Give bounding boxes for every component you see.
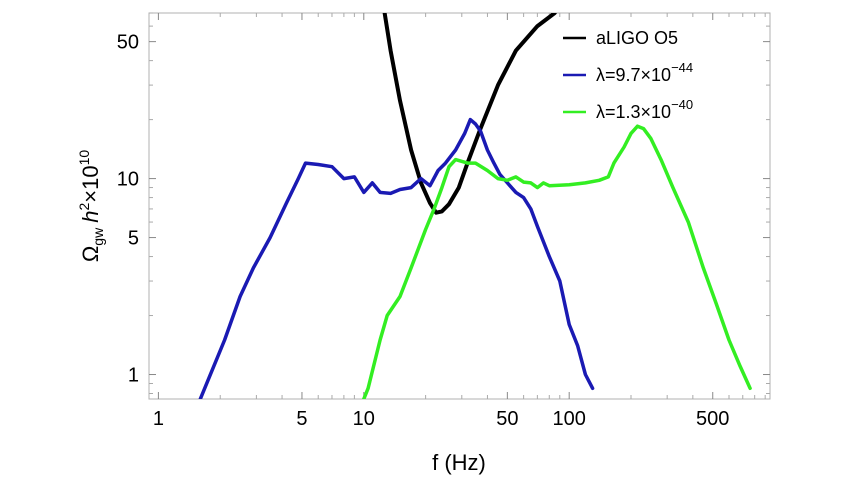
- y-axis-omega-sub: gw: [90, 227, 106, 246]
- y-tick-label: 5: [128, 228, 139, 250]
- legend-label-lambda-1: λ=9.7×10−44: [596, 60, 693, 85]
- legend-lambda-1-prefix: λ=9.7×10: [596, 65, 671, 85]
- x-tick-label: 1: [153, 408, 164, 430]
- legend: aLIGO O5 λ=9.7×10−44 λ=1.3×10−40: [563, 28, 693, 122]
- x-tick-label: 500: [696, 408, 729, 430]
- y-axis-title: Ωgw h2×1010: [76, 150, 106, 263]
- y-axis-h: h: [78, 211, 103, 223]
- y-tick-label: 10: [117, 169, 139, 191]
- plot-frame: [148, 12, 771, 400]
- y-axis-omega: Ω: [78, 246, 103, 262]
- legend-label-aligo: aLIGO O5: [596, 28, 678, 48]
- y-axis-h-sup: 2: [76, 203, 92, 211]
- series-line-2: [362, 124, 752, 399]
- x-tick-label: 5: [296, 408, 307, 430]
- legend-lambda-2-prefix: λ=1.3×10: [596, 102, 671, 122]
- y-tick-label: 50: [117, 32, 139, 54]
- legend-lambda-2-exp: −40: [671, 97, 693, 112]
- axis-ticks: 1 5 10 50 100 500 1 5 10 50: [117, 12, 770, 430]
- x-axis-title: f (Hz): [432, 450, 486, 475]
- y-tick-label: 1: [128, 365, 139, 387]
- series-line-1: [198, 117, 595, 399]
- x-tick-label: 100: [552, 408, 585, 430]
- legend-lambda-1-exp: −44: [671, 60, 693, 75]
- y-axis-times: ×10: [78, 165, 103, 202]
- y-axis-exp: 10: [76, 150, 92, 166]
- series-line-0: [382, 13, 557, 215]
- legend-label-lambda-2: λ=1.3×10−40: [596, 97, 693, 122]
- x-tick-label: 10: [353, 408, 375, 430]
- x-tick-label: 50: [496, 408, 518, 430]
- series-layer: [198, 13, 752, 399]
